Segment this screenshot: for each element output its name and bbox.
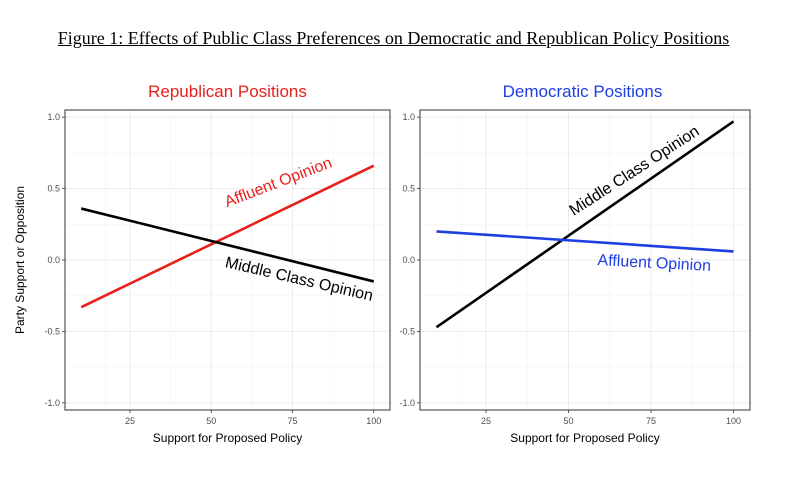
x-tick-label: 75	[287, 416, 297, 426]
democratic-panel-title: Democratic Positions	[502, 82, 663, 101]
y-tick-label: -0.5	[44, 326, 60, 336]
x-tick-label: 100	[366, 416, 381, 426]
x-tick-label: 50	[206, 416, 216, 426]
x-tick-label: 75	[646, 416, 656, 426]
panel-border	[419, 109, 751, 411]
y-axis-label: Party Support or Opposition	[13, 186, 27, 334]
dem-panel: 25 50 75 100 1.0 0.5 0.0 -0.5 -1.0 Middle Class O…	[399, 109, 751, 445]
series-label-affluent-opinion: Affluent Opinion	[222, 155, 334, 212]
series-line-affluent-opinion	[80, 164, 375, 309]
series-label-middle-class-opinion: Middle Class Opinion	[567, 123, 703, 220]
series-line-middle-class-opinion	[80, 207, 375, 283]
y-tick-label: -0.5	[399, 326, 415, 336]
y-tick-label: 0.0	[47, 255, 60, 265]
rep-panel: 25 50 75 100 1.0 0.5 0.0 -0.5 -1.0 Affluent Opini…	[13, 109, 391, 445]
y-tick-label: 0.5	[402, 184, 415, 194]
x-axis-label: Support for Proposed Policy	[153, 431, 302, 445]
x-axis-label: Support for Proposed Policy	[510, 431, 659, 445]
y-tick-label: 0.0	[402, 255, 415, 265]
x-tick-label: 50	[563, 416, 573, 426]
y-tick-label: -1.0	[44, 398, 60, 408]
figure-title: Figure 1: Effects of Public Class Prefer…	[57, 28, 730, 48]
panel-border	[64, 109, 391, 411]
y-tick-label: 1.0	[402, 112, 415, 122]
x-tick-label: 25	[481, 416, 491, 426]
series-label-affluent-opinion: Affluent Opinion	[597, 252, 711, 275]
series-line-middle-class-opinion	[435, 120, 735, 329]
series-line-affluent-opinion	[436, 230, 734, 253]
y-tick-label: 0.5	[47, 184, 60, 194]
republican-panel-title: Republican Positions	[148, 82, 307, 101]
y-tick-label: 1.0	[47, 112, 60, 122]
x-tick-label: 25	[125, 416, 135, 426]
y-tick-label: -1.0	[399, 398, 415, 408]
x-tick-label: 100	[726, 416, 741, 426]
